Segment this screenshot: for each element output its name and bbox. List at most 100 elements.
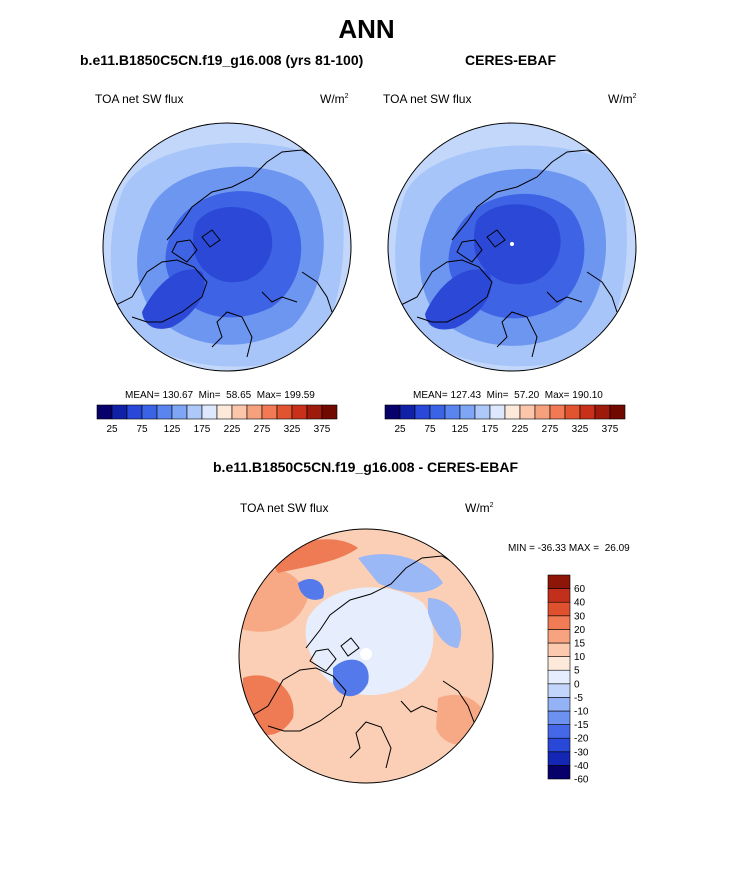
colorbar-tick-label: 125 <box>164 424 181 435</box>
colorbar-tick-label: -60 <box>574 775 589 786</box>
colorbar-swatch <box>547 669 571 685</box>
colorbar-tick-label: 40 <box>574 598 586 609</box>
colorbar-swatch <box>547 737 571 753</box>
colorbar-swatch <box>549 404 566 420</box>
colorbar-tick-label: 75 <box>424 424 436 435</box>
map-greenland-band <box>425 269 492 330</box>
colorbar-swatch <box>444 404 461 420</box>
colorbar-tick-label: 60 <box>574 584 586 595</box>
colorbar-tick-label: 75 <box>136 424 148 435</box>
colorbar-swatch <box>504 404 521 420</box>
map-core-band <box>473 204 561 285</box>
colorbar-swatch <box>547 642 571 657</box>
diff-polar-map <box>238 528 494 784</box>
diff-case-title: b.e11.B1850C5CN.f19_g16.008 - CERES-EBAF <box>213 459 519 475</box>
coastline <box>111 149 338 358</box>
diff-colorbar: 60 40 30 20 15 10 5 0 -5 -10 -15 -20 -30 -40 -60 <box>547 574 589 786</box>
right-colorbar: 25 75 125 175 225 275 325 375 <box>384 404 626 435</box>
colorbar-tick-label: 375 <box>602 424 619 435</box>
colorbar-swatch <box>231 404 248 420</box>
pole-hole <box>360 648 372 660</box>
right-variable-label: TOA net SW flux <box>383 92 472 106</box>
right-units-label: W/m2 <box>608 92 637 106</box>
colorbar-swatch <box>489 404 506 420</box>
colorbar-swatch <box>564 404 581 420</box>
right-case-title: CERES-EBAF <box>465 52 557 68</box>
colorbar-swatch <box>126 404 143 420</box>
colorbar-tick-label: 20 <box>574 625 586 636</box>
colorbar-swatch <box>156 404 173 420</box>
colorbar-tick-label: 225 <box>224 424 241 435</box>
colorbar-swatch <box>429 404 446 420</box>
colorbar-tick-label: 15 <box>574 639 586 650</box>
colorbar-swatch <box>609 404 626 420</box>
colorbar-swatch <box>186 404 203 420</box>
colorbar-swatch <box>111 404 128 420</box>
colorbar-tick-label: 125 <box>452 424 469 435</box>
colorbar-swatch <box>321 404 338 420</box>
coastline <box>247 555 479 769</box>
colorbar-tick-label: 175 <box>482 424 499 435</box>
colorbar-tick-label: 325 <box>284 424 301 435</box>
map-blue-patch <box>298 578 324 600</box>
colorbar-tick-label: -15 <box>574 720 589 731</box>
left-units-label: W/m2 <box>320 92 349 106</box>
colorbar-tick-label: 375 <box>314 424 331 435</box>
colorbar-tick-label: -5 <box>574 693 583 704</box>
colorbar-tick-label: -20 <box>574 734 589 745</box>
diff-units-label: W/m2 <box>465 501 494 515</box>
colorbar-swatch <box>534 404 551 420</box>
colorbar-swatch <box>547 697 571 712</box>
colorbar-tick-label: 0 <box>574 679 580 690</box>
colorbar-swatch <box>261 404 278 420</box>
colorbar-tick-label: 275 <box>542 424 559 435</box>
colorbar-tick-label: 25 <box>106 424 118 435</box>
colorbar-swatch <box>474 404 491 420</box>
colorbar-swatch <box>276 404 293 420</box>
colorbar-swatch <box>547 601 571 617</box>
colorbar-swatch <box>547 588 571 603</box>
left-variable-label: TOA net SW flux <box>95 92 184 106</box>
left-case-title: b.e11.B1850C5CN.f19_g16.008 (yrs 81-100) <box>80 52 364 68</box>
map-greenland-band <box>142 269 205 329</box>
colorbar-swatch <box>291 404 308 420</box>
colorbar-swatch <box>306 404 323 420</box>
colorbar-swatch <box>547 765 571 780</box>
colorbar-swatch <box>519 404 536 420</box>
left-stats: MEAN= 130.67 Min= 58.65 Max= 199.59 <box>125 390 315 401</box>
map-blue-patch <box>428 598 462 648</box>
colorbar-swatch <box>547 615 571 630</box>
colorbar-swatch <box>459 404 476 420</box>
colorbar-swatch <box>547 751 571 766</box>
colorbar-swatch <box>547 724 571 739</box>
colorbar-swatch <box>547 683 571 698</box>
colorbar-swatch <box>594 404 611 420</box>
colorbar-swatch <box>547 710 571 725</box>
colorbar-swatch <box>246 404 263 420</box>
colorbar-swatch <box>171 404 188 420</box>
coastline <box>396 149 623 358</box>
pole-hole <box>510 242 514 246</box>
left-polar-map <box>102 122 352 372</box>
right-polar-map <box>387 122 637 372</box>
colorbar-tick-label: 25 <box>394 424 406 435</box>
colorbar-swatch <box>547 574 571 589</box>
colorbar-tick-label: 5 <box>574 666 580 677</box>
colorbar-tick-label: -30 <box>574 747 589 758</box>
colorbar-tick-label: 10 <box>574 652 586 663</box>
colorbar-swatch <box>201 404 218 420</box>
right-stats: MEAN= 127.43 Min= 57.20 Max= 190.10 <box>413 390 603 401</box>
diff-stats: MIN = -36.33 MAX = 26.09 <box>508 543 630 554</box>
colorbar-swatch <box>547 629 571 644</box>
colorbar-tick-label: -40 <box>574 761 589 772</box>
colorbar-swatch <box>141 404 158 420</box>
colorbar-tick-label: -10 <box>574 707 589 718</box>
left-colorbar: 25 75 125 175 225 275 325 375 <box>96 404 338 435</box>
map-core-band <box>193 207 273 283</box>
colorbar-tick-label: 30 <box>574 611 586 622</box>
colorbar-tick-label: 175 <box>194 424 211 435</box>
colorbar-swatch <box>96 404 113 420</box>
diff-variable-label: TOA net SW flux <box>240 501 329 515</box>
colorbar-swatch <box>579 404 596 420</box>
colorbar-swatch <box>547 656 571 671</box>
